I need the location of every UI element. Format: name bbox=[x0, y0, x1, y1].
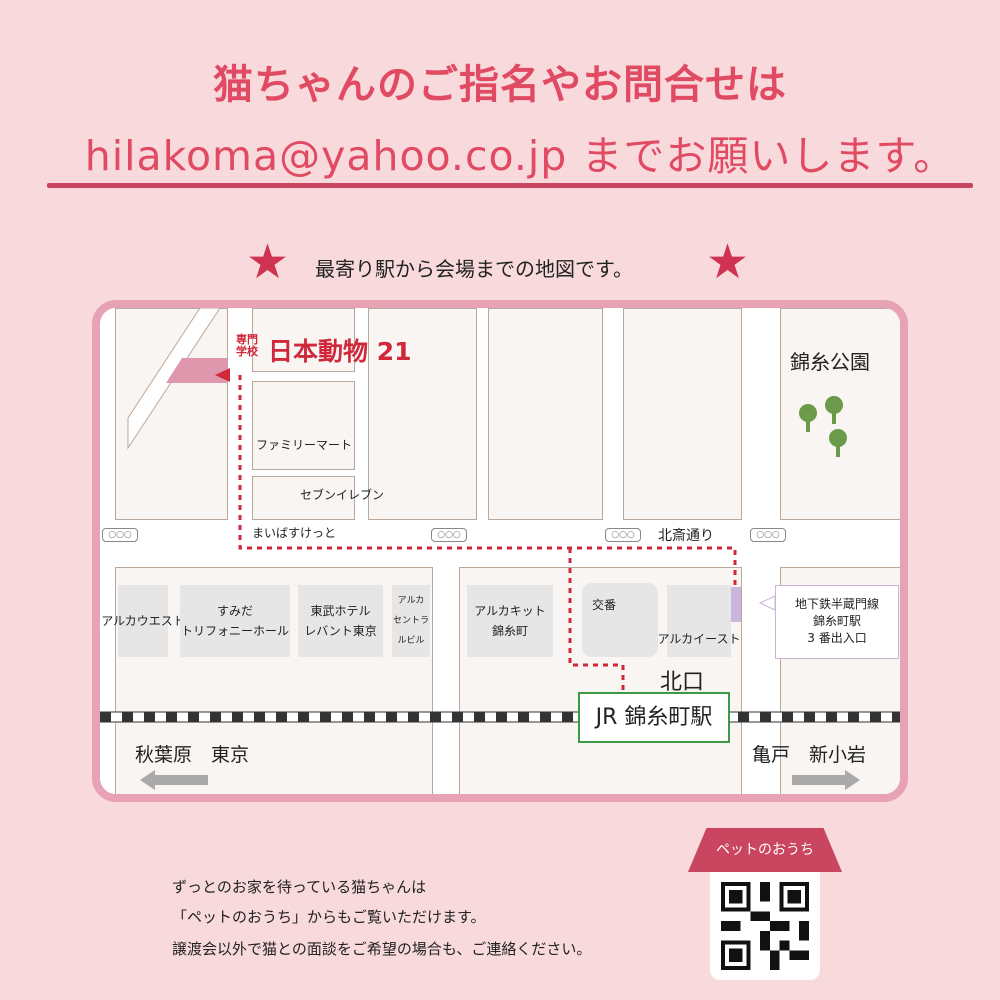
tree-icon bbox=[799, 396, 847, 457]
traffic-light-icon: ○○○ bbox=[431, 528, 467, 542]
building-triphony-hall: すみだ トリフォニーホール bbox=[180, 585, 290, 657]
seven-eleven-label: セブンイレブン bbox=[300, 488, 385, 502]
familymart-label: ファミリーマート bbox=[256, 438, 353, 452]
header-line-2-email[interactable]: hilakoma@yahoo.co.jp までお願いします。 bbox=[84, 132, 956, 180]
school-name: 日本動物 21 bbox=[268, 337, 412, 366]
star-icon: ★ bbox=[706, 234, 750, 290]
park-name: 錦糸公園 bbox=[790, 350, 870, 374]
header-divider bbox=[47, 183, 973, 188]
route-line bbox=[568, 548, 625, 692]
block bbox=[252, 381, 355, 470]
route-line bbox=[238, 375, 737, 588]
koban: 交番 bbox=[582, 583, 658, 657]
school-prefix: 専門学校 bbox=[236, 333, 258, 358]
footer-line: 譲渡会以外で猫との面談をご希望の場合も、ご連絡ください。 bbox=[172, 940, 592, 958]
north-exit-label: 北口 bbox=[660, 670, 705, 695]
footer-line: ずっとのお家を待っている猫ちゃんは bbox=[172, 878, 427, 896]
block-school bbox=[252, 308, 355, 372]
subway-exit-marker bbox=[731, 587, 741, 622]
east-direction: 亀戸 新小岩 bbox=[752, 744, 867, 766]
star-icon: ★ bbox=[246, 234, 290, 290]
block bbox=[368, 308, 477, 520]
arrow-left-icon bbox=[140, 770, 208, 790]
map-lines bbox=[100, 308, 900, 790]
building-arcakit: アルカキット 錦糸町 bbox=[467, 585, 553, 657]
qr-code[interactable] bbox=[710, 872, 820, 980]
access-map: 専門学校 日本動物 21 ファミリーマート セブンイレブン まいばすけっと 北斎… bbox=[92, 300, 908, 802]
block bbox=[623, 308, 742, 520]
traffic-light-icon: ○○○ bbox=[102, 528, 138, 542]
building-arca-east: アルカイースト bbox=[658, 585, 740, 657]
building-tobu-hotel: 東武ホテル レバント東京 bbox=[298, 585, 383, 657]
block bbox=[488, 308, 603, 520]
map-intro: 最寄り駅から会場までの地図です。 bbox=[315, 257, 633, 281]
street-name: 北斎通り bbox=[658, 528, 714, 544]
maibasket-label: まいばすけっと bbox=[252, 526, 337, 540]
arrow-right-icon bbox=[792, 770, 860, 790]
traffic-light-icon: ○○○ bbox=[750, 528, 786, 542]
building-arca-central: アルカ セントラルビル bbox=[392, 585, 430, 657]
building-arca-west: アルカウエスト bbox=[101, 585, 185, 657]
footer-line: 「ペットのおうち」からもご覧いただけます。 bbox=[172, 908, 486, 926]
subway-callout: 地下鉄半蔵門線 錦糸町駅 3 番出入口 bbox=[775, 585, 899, 659]
block bbox=[252, 476, 355, 520]
qr-code-icon bbox=[721, 882, 809, 970]
jr-kinshicho-station: JR 錦糸町駅 bbox=[578, 692, 730, 743]
qr-label: ペットのおうち bbox=[688, 828, 842, 872]
header-line-1: 猫ちゃんのご指名やお問合せは bbox=[213, 62, 787, 108]
school-building bbox=[166, 358, 228, 383]
route-arrow-icon bbox=[215, 368, 230, 382]
traffic-light-icon: ○○○ bbox=[605, 528, 641, 542]
west-direction: 秋葉原 東京 bbox=[135, 744, 250, 766]
